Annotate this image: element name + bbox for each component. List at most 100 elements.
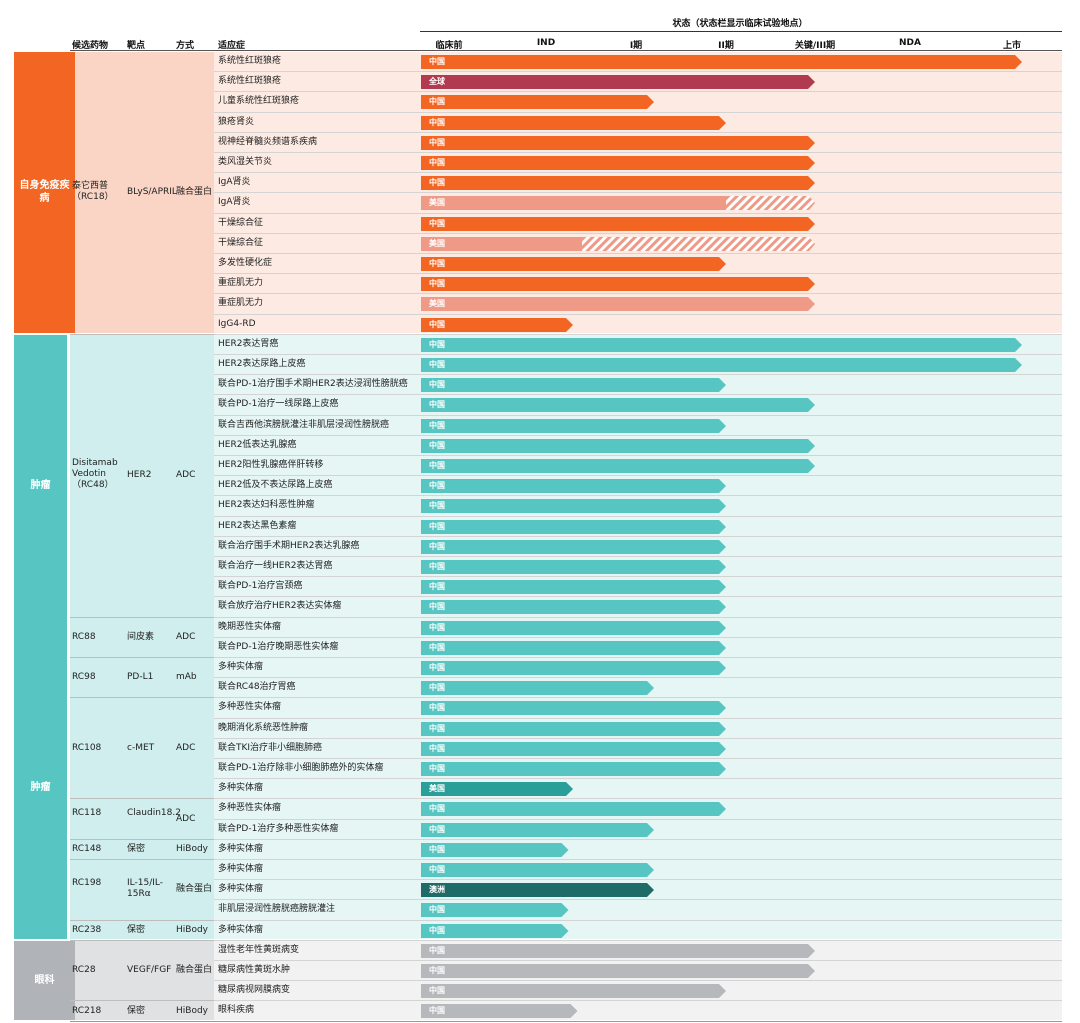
bar-fill (421, 842, 569, 857)
category-label: 肿瘤 肿瘤 (14, 334, 67, 939)
trial-location: 中国 (429, 541, 445, 551)
bar-fill (421, 964, 815, 978)
progress-bar (421, 297, 815, 312)
trial-location: 中国 (429, 764, 445, 773)
progress-bar (421, 640, 726, 655)
trial-location: 中国 (429, 562, 445, 571)
progress-bar (421, 903, 569, 918)
target-name: Claudin18.2 (127, 807, 181, 818)
trial-location: 中国 (429, 339, 445, 349)
stage-header: II期 (718, 41, 734, 51)
drug-name: 泰它西普（RC18） (72, 181, 114, 203)
row-divider (214, 899, 1062, 901)
indication-label: 眼科疾病 (218, 1005, 255, 1016)
target-name: BLyS/APRIL (127, 187, 177, 198)
progress-bar (421, 620, 726, 635)
row-divider (214, 232, 1062, 234)
indication-label: 多种实体瘤 (218, 783, 264, 794)
trial-location: 中国 (429, 137, 445, 147)
trial-location: 澳洲 (429, 885, 445, 895)
target-name: PD-L1 (127, 672, 154, 683)
progress-bar (421, 216, 815, 231)
bar-fill (421, 802, 726, 817)
progress-bar (421, 721, 726, 736)
bar-fill (421, 499, 726, 514)
trial-location: 中国 (429, 259, 445, 268)
bar-fill (421, 459, 815, 473)
hatched-planned-segment (580, 236, 815, 251)
row-divider (214, 434, 1062, 436)
target-name: 间皮素 (127, 631, 155, 642)
trial-location: 中国 (429, 966, 445, 975)
trial-location: 中国 (429, 461, 445, 470)
bar-fill (421, 277, 815, 292)
bar-fill (421, 236, 582, 251)
bar-fill (421, 721, 726, 736)
indication-label: HER2表达胃癌 (218, 338, 279, 349)
bar-fill (421, 1004, 578, 1019)
target-name: 保密 (127, 924, 146, 935)
progress-bar (421, 519, 726, 534)
row-divider (214, 859, 1062, 860)
bar-fill (421, 337, 1022, 352)
progress-bar (421, 661, 726, 675)
progress-bar (421, 317, 573, 332)
indication-label: IgA肾炎 (218, 197, 251, 208)
row-divider (214, 253, 1062, 254)
trial-location: 中国 (429, 117, 445, 127)
progress-bar (421, 499, 726, 514)
progress-bar (421, 580, 726, 595)
target-name: c-MET (127, 742, 155, 753)
row-divider (214, 273, 1062, 275)
row-divider (214, 818, 1062, 820)
bar-fill (421, 903, 569, 918)
indication-label: HER2低表达乳腺癌 (218, 439, 297, 450)
bar-fill (421, 216, 815, 231)
progress-bar (421, 438, 815, 453)
progress-bar (421, 257, 726, 271)
progress-bar (421, 984, 726, 999)
row-divider (214, 919, 1062, 921)
indication-label: 晚期消化系统恶性肿瘤 (218, 722, 309, 733)
indication-label: 多种实体瘤 (218, 924, 264, 935)
progress-bar (421, 95, 654, 110)
indication-label: 联合治疗一线HER2表达胃癌 (218, 561, 333, 571)
row-divider (214, 91, 1062, 93)
trial-location: 中国 (429, 319, 445, 329)
indication-label: 联合PD-1治疗除非小细胞肺癌外的实体瘤 (218, 763, 384, 773)
bar-fill (421, 156, 815, 170)
bar-fill (421, 701, 726, 716)
target-name: IL-15/IL-15Rα (127, 878, 163, 900)
progress-bar (421, 75, 815, 90)
drug-name: RC98 (72, 672, 96, 683)
category-label: 自身免疫疾病 (14, 52, 75, 333)
trial-location: 中国 (429, 905, 445, 915)
progress-bar (421, 378, 726, 393)
progress-bar (421, 964, 815, 978)
indication-label: 重症肌无力 (218, 278, 264, 289)
bar-fill (421, 620, 726, 635)
progress-bar (421, 822, 654, 837)
indication-label: 联合PD-1治疗宫颈癌 (218, 581, 303, 592)
progress-bar (421, 479, 726, 494)
trial-location: 中国 (429, 400, 445, 410)
drug-name: RC108 (72, 742, 102, 753)
category-label-text: 肿瘤 (30, 480, 51, 492)
bar-fill (421, 378, 726, 393)
drug-name: RC28 (72, 965, 96, 976)
target-name: HER2 (127, 470, 152, 481)
modality-name: mAb (176, 672, 197, 683)
target-name: 保密 (127, 843, 146, 854)
trial-location: 中国 (429, 440, 445, 450)
indication-label: IgG4-RD (218, 318, 256, 329)
bar-fill (421, 479, 726, 494)
indication-label: HER2表达黑色素瘤 (218, 520, 297, 531)
bar-fill (421, 398, 815, 413)
stage-header: NDA (899, 38, 921, 48)
row-divider (214, 475, 1062, 477)
progress-bar (421, 842, 569, 857)
bar-fill (421, 317, 573, 332)
row-divider (214, 455, 1062, 456)
modality-name: ADC (176, 742, 196, 753)
